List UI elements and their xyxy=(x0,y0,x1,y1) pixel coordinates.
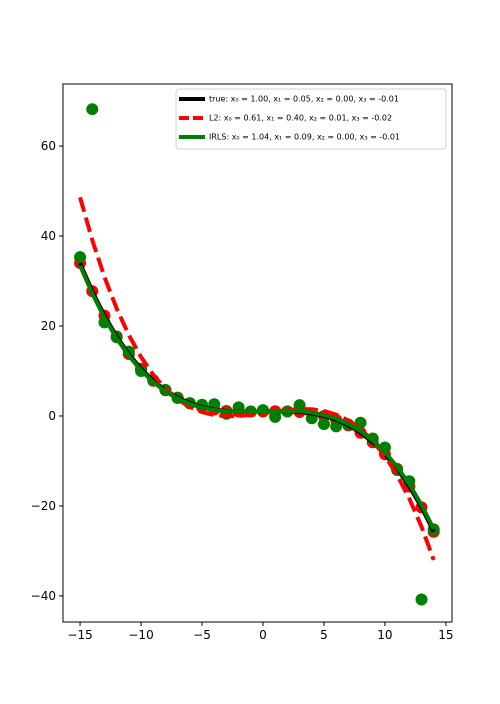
point xyxy=(354,416,367,429)
y-tick-label: 60 xyxy=(41,139,56,153)
x-tick-label: 15 xyxy=(438,628,453,642)
x-tick-label: 5 xyxy=(320,628,328,642)
plot-frame xyxy=(62,83,453,623)
point xyxy=(415,593,428,606)
series-line xyxy=(78,264,436,530)
point xyxy=(74,251,87,264)
x-tick-label: 0 xyxy=(259,628,267,642)
legend-label: L2: x₀ = 0.61, x₁ = 0.40, x₂ = 0.01, x₃ … xyxy=(209,114,392,123)
series-line xyxy=(78,196,436,561)
plot xyxy=(74,103,440,606)
y-tick-label: −20 xyxy=(31,499,56,513)
point xyxy=(86,103,99,116)
y-tick-label: −40 xyxy=(31,589,56,603)
legend: true: x₀ = 1.00, x₁ = 0.05, x₂ = 0.00, x… xyxy=(175,88,447,150)
x-tick-label: −15 xyxy=(67,628,92,642)
y-tick-label: 20 xyxy=(41,319,56,333)
series-line xyxy=(78,262,436,533)
legend-label: true: x₀ = 1.00, x₁ = 0.05, x₂ = 0.00, x… xyxy=(209,95,399,104)
x-tick-label: −5 xyxy=(193,628,211,642)
y-tick-label: 40 xyxy=(41,229,56,243)
y-tick-label: 0 xyxy=(48,409,56,423)
point xyxy=(317,418,330,431)
x-tick-label: 10 xyxy=(377,628,392,642)
legend-label: IRLS: x₀ = 1.04, x₁ = 0.09, x₂ = 0.00, x… xyxy=(209,133,400,142)
x-tick-label: −10 xyxy=(128,628,153,642)
legend-box xyxy=(175,88,447,150)
